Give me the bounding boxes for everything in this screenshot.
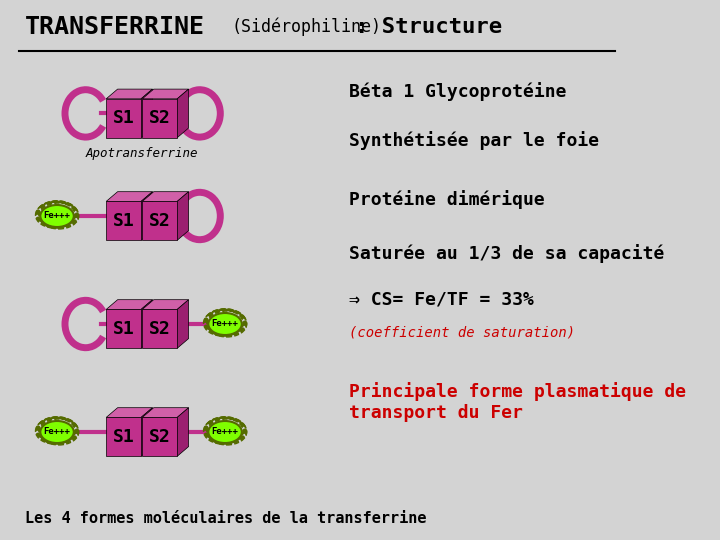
Text: Fe+++: Fe+++: [44, 428, 71, 436]
Text: S1: S1: [113, 320, 135, 338]
Polygon shape: [143, 309, 177, 348]
Text: TRANSFERRINE: TRANSFERRINE: [25, 15, 205, 39]
Polygon shape: [143, 201, 177, 240]
Text: Béta 1 Glycoprotéine: Béta 1 Glycoprotéine: [348, 82, 566, 102]
Text: S2: S2: [149, 320, 171, 338]
Ellipse shape: [40, 421, 73, 443]
Polygon shape: [143, 300, 189, 309]
Text: (Sidérophiline): (Sidérophiline): [231, 18, 382, 36]
Polygon shape: [143, 99, 177, 138]
Polygon shape: [106, 99, 141, 138]
Text: : Structure: : Structure: [355, 17, 502, 37]
Polygon shape: [106, 89, 153, 99]
Polygon shape: [141, 192, 153, 240]
Ellipse shape: [208, 313, 242, 335]
Text: S2: S2: [149, 212, 171, 230]
Text: Synthétisée par le foie: Synthétisée par le foie: [348, 131, 599, 150]
Ellipse shape: [208, 421, 242, 443]
Polygon shape: [177, 300, 189, 348]
Polygon shape: [177, 89, 189, 138]
Polygon shape: [143, 417, 177, 456]
Text: S1: S1: [113, 109, 135, 127]
Polygon shape: [143, 89, 189, 99]
Polygon shape: [177, 408, 189, 456]
Polygon shape: [106, 300, 153, 309]
Text: Principale forme plasmatique de
transport du Fer: Principale forme plasmatique de transpor…: [348, 382, 686, 422]
Text: Apotransferrine: Apotransferrine: [86, 147, 198, 160]
Text: S1: S1: [113, 428, 135, 446]
Text: Fe+++: Fe+++: [212, 428, 238, 436]
Text: S2: S2: [149, 428, 171, 446]
Polygon shape: [106, 417, 141, 456]
Text: Fe+++: Fe+++: [212, 320, 238, 328]
Text: Les 4 formes moléculaires de la transferrine: Les 4 formes moléculaires de la transfer…: [25, 511, 427, 526]
Text: (coefficient de saturation): (coefficient de saturation): [348, 325, 575, 339]
Text: S1: S1: [113, 212, 135, 230]
Polygon shape: [141, 300, 153, 348]
Ellipse shape: [40, 205, 73, 227]
Polygon shape: [143, 408, 189, 417]
Text: S2: S2: [149, 109, 171, 127]
Polygon shape: [177, 192, 189, 240]
Polygon shape: [106, 309, 141, 348]
Text: Protéine dimérique: Protéine dimérique: [348, 190, 544, 210]
Polygon shape: [141, 408, 153, 456]
Polygon shape: [106, 192, 153, 201]
Text: Saturée au 1/3 de sa capacité: Saturée au 1/3 de sa capacité: [348, 244, 664, 264]
Polygon shape: [106, 408, 153, 417]
Text: Fe+++: Fe+++: [44, 212, 71, 220]
Polygon shape: [141, 89, 153, 138]
Text: ⇒ CS= Fe/TF = 33%: ⇒ CS= Fe/TF = 33%: [348, 291, 534, 309]
Polygon shape: [143, 192, 189, 201]
Polygon shape: [106, 201, 141, 240]
